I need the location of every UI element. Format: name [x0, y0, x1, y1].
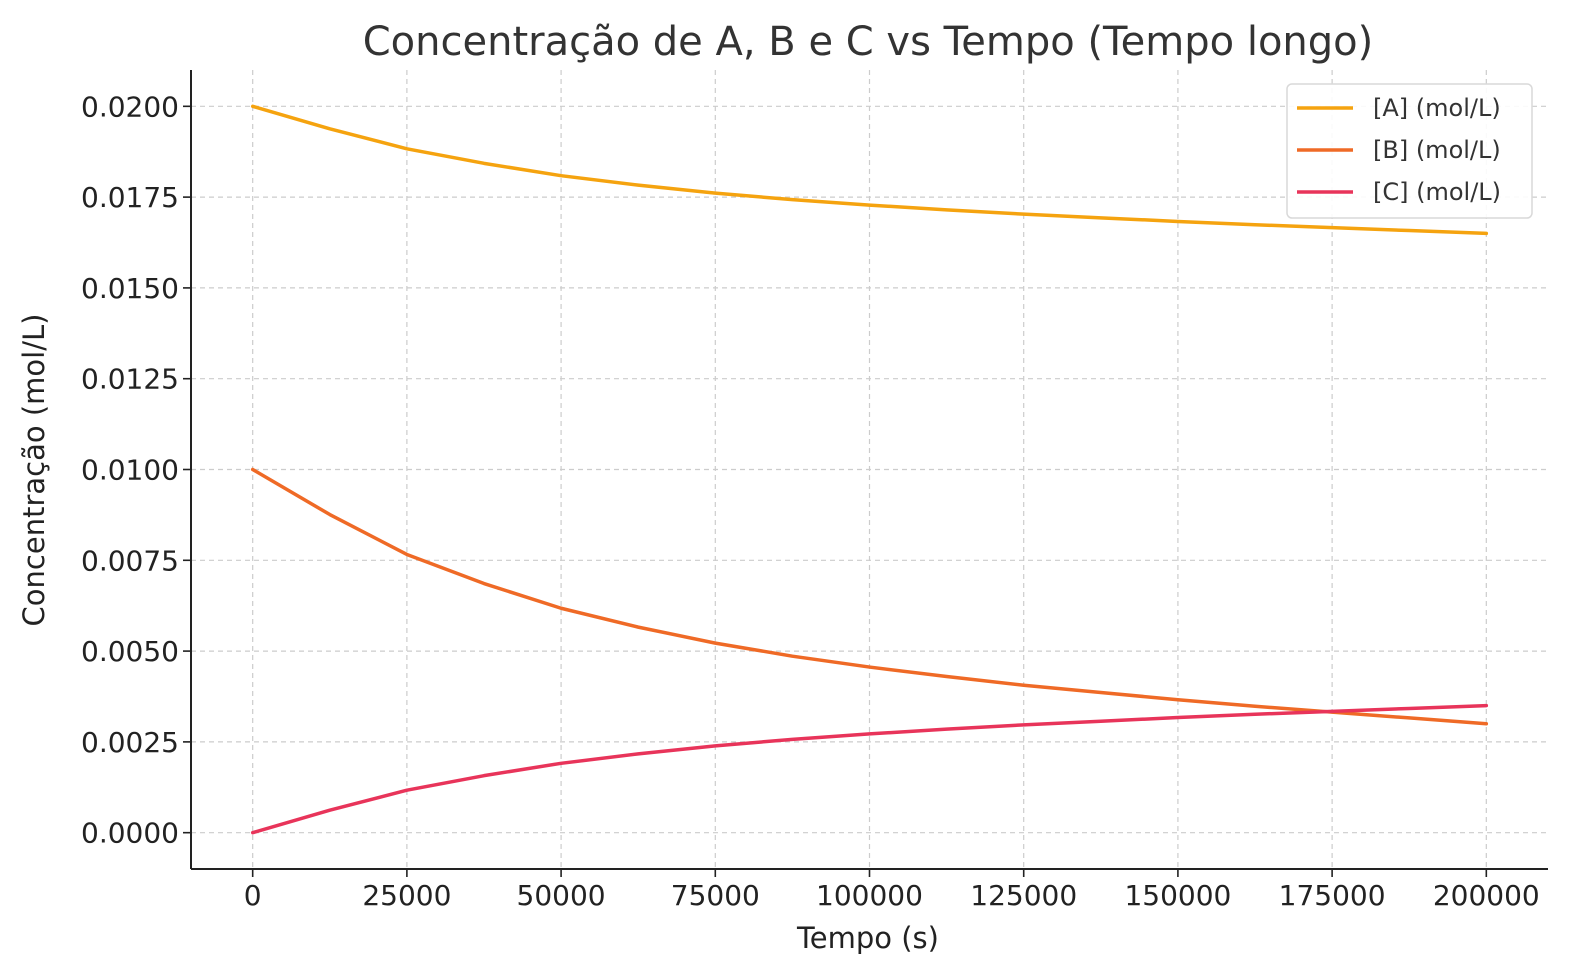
- series: [250, 104, 1489, 835]
- y-axis-label: Concentração (mol/L): [17, 314, 51, 627]
- x-tick-label: 0: [244, 879, 262, 912]
- y-tick-label: 0.0175: [81, 181, 179, 214]
- x-tick-label: 50000: [517, 879, 606, 912]
- x-tick-label: 200000: [1433, 879, 1540, 912]
- series-line-1: [250, 104, 1489, 236]
- y-tick-label: 0.0125: [81, 363, 179, 396]
- ticks: 0 25000 50000 75000 100000 125000 150000 175000…: [81, 90, 1540, 912]
- x-tick-label: 100000: [816, 879, 923, 912]
- y-tick-label: 0.0075: [81, 544, 179, 577]
- x-tick-label: 175000: [1279, 879, 1386, 912]
- y-tick-label: 0.0050: [81, 635, 179, 668]
- series-line-3: [250, 703, 1489, 835]
- legend-label: [B] (mol/L): [1373, 136, 1501, 164]
- series-line-2: [250, 467, 1489, 726]
- y-tick-label: 0.0025: [81, 726, 179, 759]
- grid: [191, 70, 1548, 869]
- y-tick-label: 0.0100: [81, 454, 179, 487]
- y-tick-label: 0.0200: [81, 90, 179, 123]
- legend: [A] (mol/L) [B] (mol/L) [C] (mol/L): [1286, 83, 1533, 219]
- x-tick-label: 75000: [671, 879, 760, 912]
- legend-label: [A] (mol/L): [1373, 94, 1501, 122]
- y-tick-label: 0.0000: [81, 817, 179, 850]
- x-axis-label: Tempo (s): [796, 921, 939, 955]
- legend-box: [1286, 83, 1533, 219]
- legend-label: [C] (mol/L): [1373, 178, 1501, 206]
- x-tick-label: 150000: [1124, 879, 1231, 912]
- y-tick-label: 0.0150: [81, 272, 179, 305]
- x-tick-label: 25000: [362, 879, 451, 912]
- x-tick-label: 125000: [970, 879, 1077, 912]
- chart-title: Concentração de A, B e C vs Tempo (Tempo…: [363, 19, 1374, 65]
